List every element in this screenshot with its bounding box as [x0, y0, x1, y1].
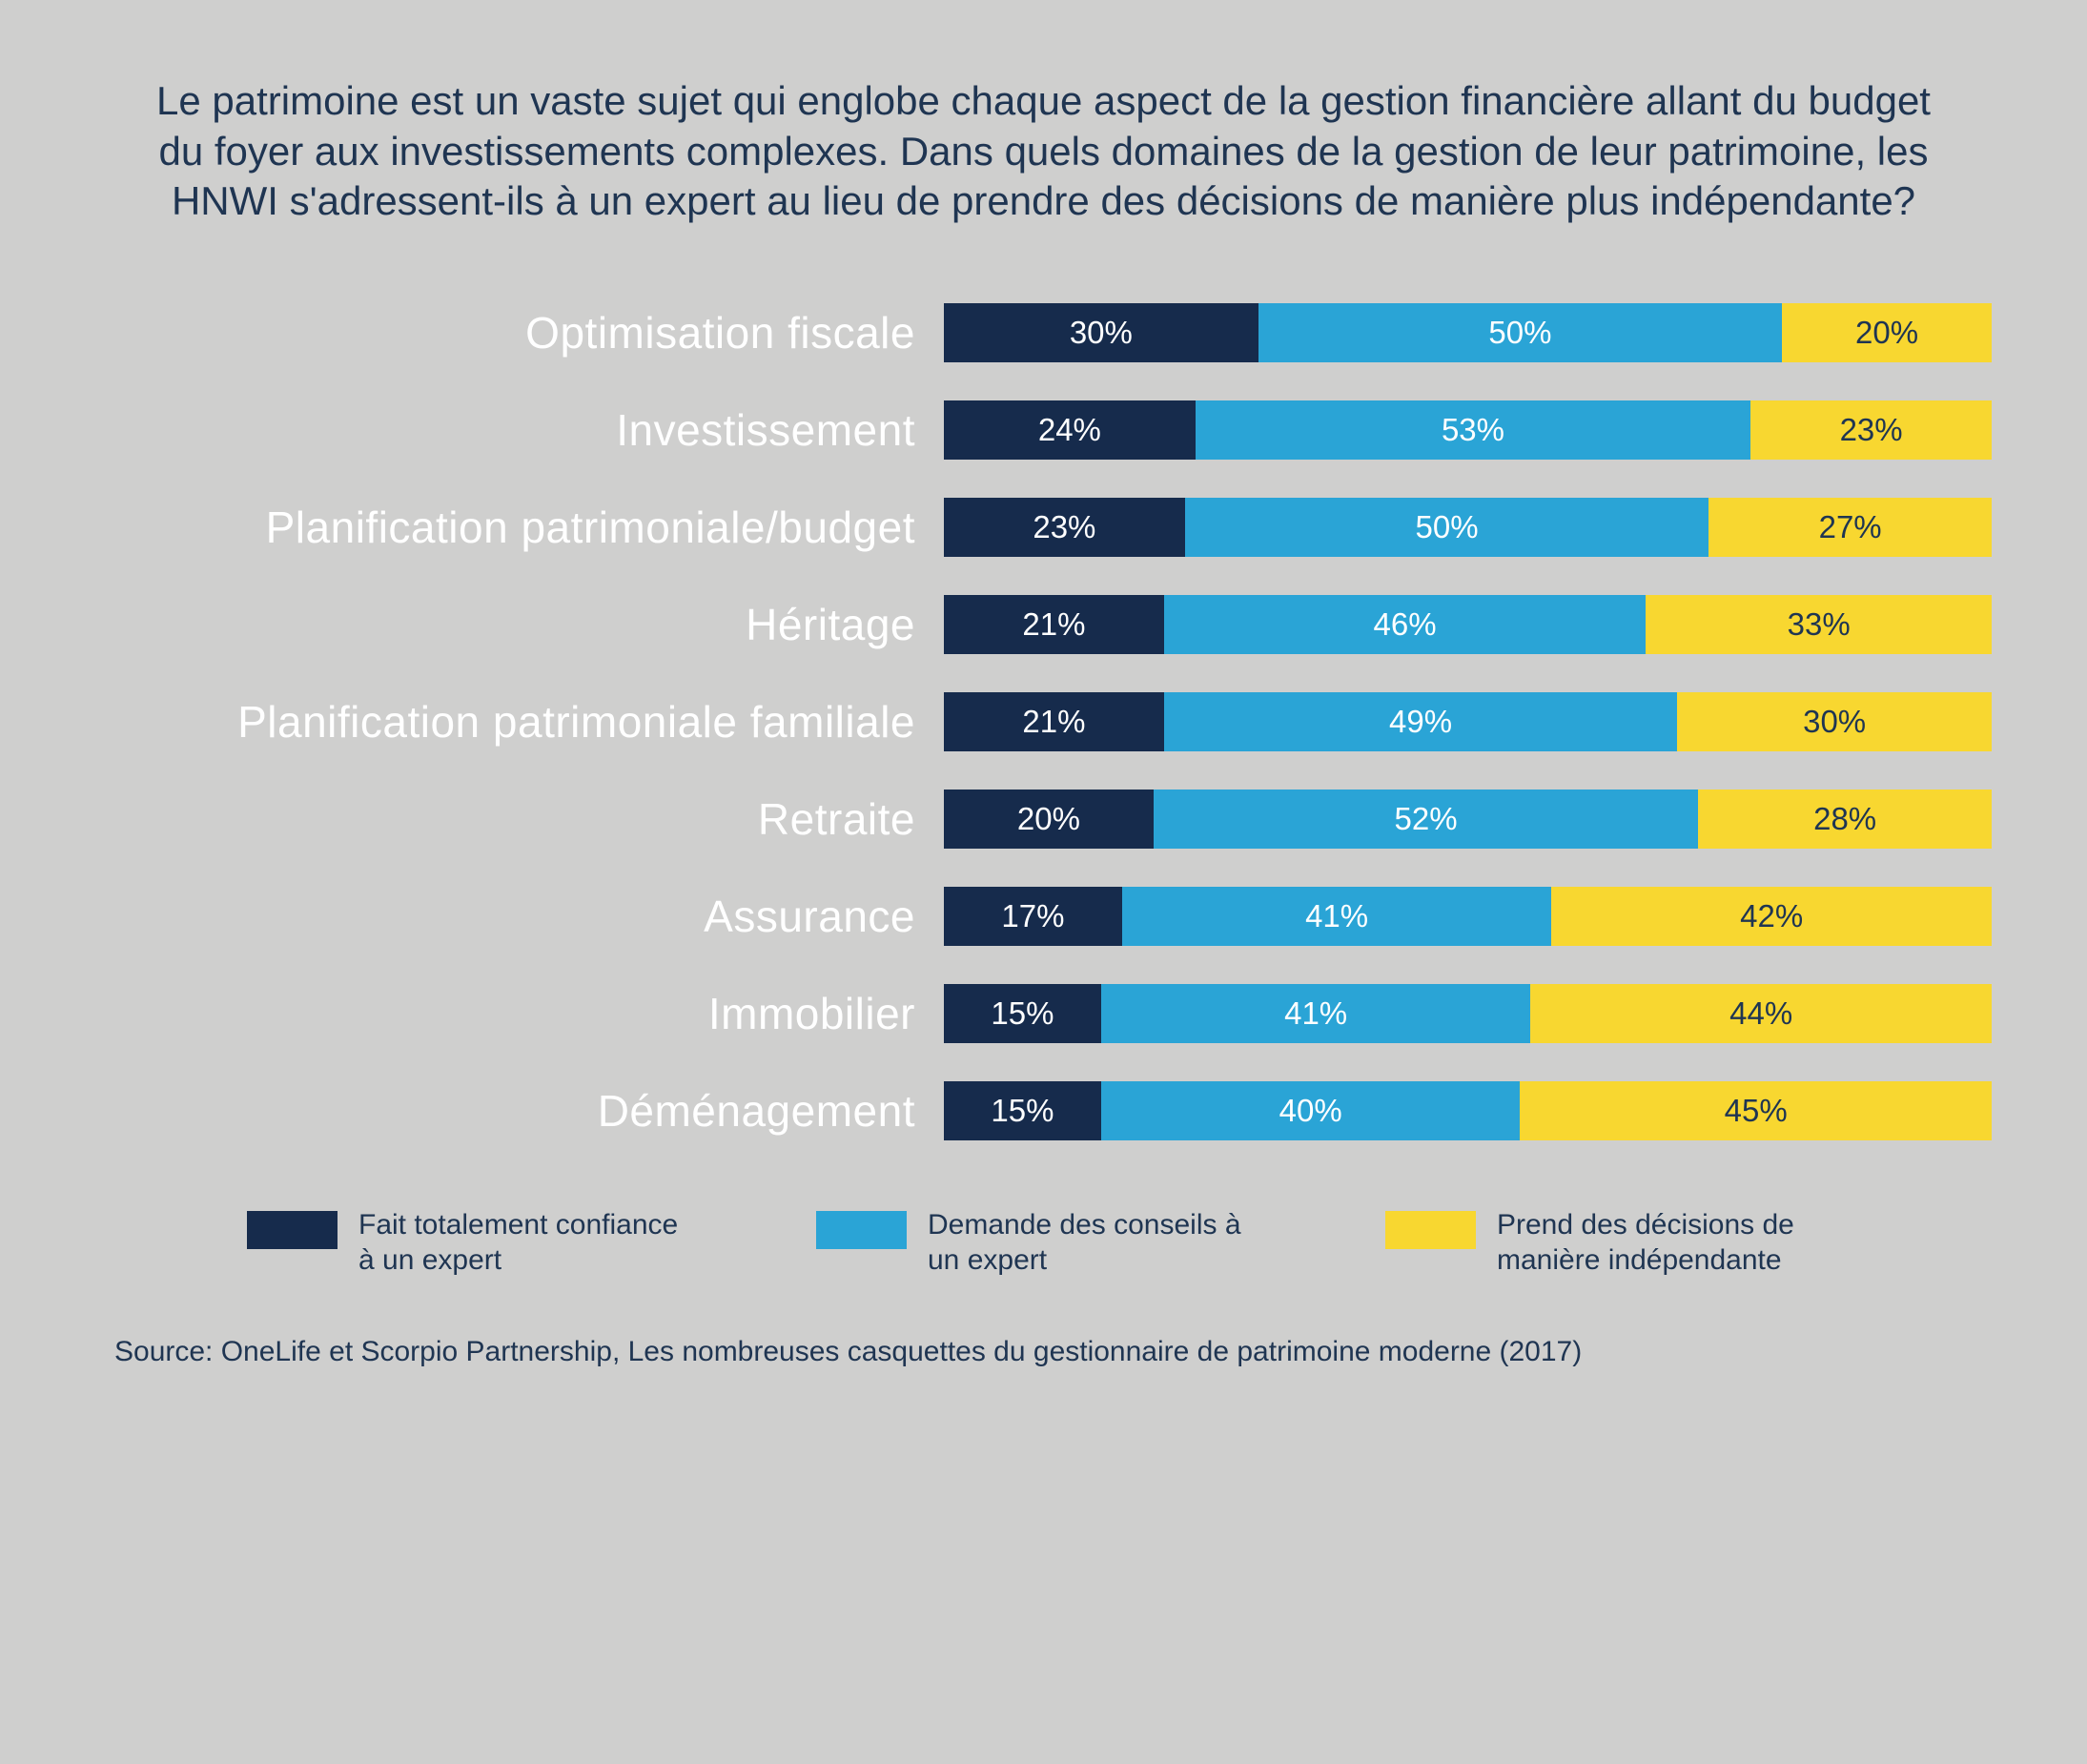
bar-value: 17% — [1001, 898, 1064, 934]
chart-row: Héritage 21% 46% 33% — [95, 595, 1992, 654]
bar-value: 50% — [1488, 315, 1551, 351]
chart-row: Retraite 20% 52% 28% — [95, 790, 1992, 849]
bar-segment-c: 28% — [1698, 790, 1992, 849]
bar-value: 27% — [1819, 509, 1882, 545]
chart-title: Le patrimoine est un vaste sujet qui eng… — [95, 76, 1992, 227]
bar-segment-a: 24% — [944, 400, 1196, 460]
bar-segment-c: 20% — [1782, 303, 1992, 362]
bar-value: 21% — [1022, 704, 1085, 740]
bar-value: 30% — [1070, 315, 1133, 351]
chart-row: Immobilier 15% 41% 44% — [95, 984, 1992, 1043]
bar-value: 30% — [1803, 704, 1866, 740]
bar-value: 46% — [1374, 606, 1437, 643]
bar-segment-a: 15% — [944, 984, 1101, 1043]
bar-value: 40% — [1279, 1093, 1342, 1129]
bar-segment-a: 23% — [944, 498, 1185, 557]
bar-value: 49% — [1389, 704, 1452, 740]
legend-item-c: Prend des décisions de manière indépenda… — [1385, 1207, 1840, 1279]
bar-value: 20% — [1017, 801, 1080, 837]
chart-row: Optimisation fiscale 30% 50% 20% — [95, 303, 1992, 362]
bar-segment-c: 23% — [1750, 400, 1992, 460]
row-label: Planification patrimoniale familiale — [95, 696, 944, 748]
row-label: Héritage — [95, 599, 944, 650]
row-label: Investissement — [95, 404, 944, 456]
chart-source: Source: OneLife et Scorpio Partnership, … — [95, 1336, 1992, 1368]
bar-value: 15% — [991, 1093, 1054, 1129]
bar-segment-c: 33% — [1646, 595, 1992, 654]
bar-value: 21% — [1022, 606, 1085, 643]
bar-value: 33% — [1788, 606, 1851, 643]
bar-segment-c: 27% — [1708, 498, 1992, 557]
stacked-bar: 15% 40% 45% — [944, 1081, 1992, 1140]
bar-value: 45% — [1725, 1093, 1788, 1129]
bar-value: 42% — [1740, 898, 1803, 934]
bar-value: 28% — [1813, 801, 1876, 837]
bar-value: 53% — [1442, 412, 1504, 448]
bar-segment-a: 17% — [944, 887, 1122, 946]
stacked-bar: 17% 41% 42% — [944, 887, 1992, 946]
bar-segment-c: 44% — [1530, 984, 1992, 1043]
chart-row: Assurance 17% 41% 42% — [95, 887, 1992, 946]
bar-segment-b: 46% — [1164, 595, 1647, 654]
legend-label-a: Fait totalement confiance à un expert — [358, 1207, 702, 1279]
stacked-bar: 21% 49% 30% — [944, 692, 1992, 751]
stacked-bar: 21% 46% 33% — [944, 595, 1992, 654]
bar-segment-b: 50% — [1258, 303, 1783, 362]
stacked-bar: 30% 50% 20% — [944, 303, 1992, 362]
bar-value: 41% — [1284, 995, 1347, 1032]
bar-value: 20% — [1855, 315, 1918, 351]
row-label: Assurance — [95, 891, 944, 942]
bar-value: 44% — [1729, 995, 1792, 1032]
bar-value: 50% — [1415, 509, 1478, 545]
bar-segment-a: 30% — [944, 303, 1258, 362]
legend-label-c: Prend des décisions de manière indépenda… — [1497, 1207, 1840, 1279]
legend-item-b: Demande des conseils à un expert — [816, 1207, 1271, 1279]
bar-segment-b: 40% — [1101, 1081, 1521, 1140]
bar-segment-a: 21% — [944, 595, 1164, 654]
legend-item-a: Fait totalement confiance à un expert — [247, 1207, 702, 1279]
bar-value: 15% — [991, 995, 1054, 1032]
bar-segment-c: 45% — [1520, 1081, 1992, 1140]
bar-segment-b: 49% — [1164, 692, 1678, 751]
row-label: Planification patrimoniale/budget — [95, 502, 944, 553]
legend-swatch-c — [1385, 1211, 1476, 1249]
bar-value: 41% — [1305, 898, 1368, 934]
stacked-bar: 24% 53% 23% — [944, 400, 1992, 460]
legend-swatch-a — [247, 1211, 338, 1249]
row-label: Déménagement — [95, 1085, 944, 1137]
row-label: Immobilier — [95, 988, 944, 1039]
bar-value: 23% — [1840, 412, 1903, 448]
chart-row: Déménagement 15% 40% 45% — [95, 1081, 1992, 1140]
bar-segment-a: 15% — [944, 1081, 1101, 1140]
chart-row: Planification patrimoniale familiale 21% 4… — [95, 692, 1992, 751]
bar-value: 23% — [1033, 509, 1095, 545]
chart-legend: Fait totalement confiance à un expert De… — [95, 1207, 1992, 1279]
bar-segment-b: 52% — [1154, 790, 1698, 849]
bar-segment-b: 41% — [1122, 887, 1552, 946]
bar-value: 24% — [1038, 412, 1101, 448]
bar-segment-b: 50% — [1185, 498, 1709, 557]
legend-swatch-b — [816, 1211, 907, 1249]
bar-value: 52% — [1395, 801, 1458, 837]
bar-segment-b: 41% — [1101, 984, 1531, 1043]
chart-row: Investissement 24% 53% 23% — [95, 400, 1992, 460]
bar-segment-b: 53% — [1196, 400, 1750, 460]
stacked-bar: 23% 50% 27% — [944, 498, 1992, 557]
stacked-bar: 15% 41% 44% — [944, 984, 1992, 1043]
bar-segment-c: 30% — [1677, 692, 1992, 751]
legend-label-b: Demande des conseils à un expert — [928, 1207, 1271, 1279]
chart-row: Planification patrimoniale/budget23%50%2… — [95, 498, 1992, 557]
stacked-bar: 20% 52% 28% — [944, 790, 1992, 849]
bar-segment-c: 42% — [1551, 887, 1992, 946]
row-label: Retraite — [95, 793, 944, 845]
bar-segment-a: 21% — [944, 692, 1164, 751]
row-label: Optimisation fiscale — [95, 307, 944, 359]
bar-segment-a: 20% — [944, 790, 1154, 849]
stacked-bar-chart: Optimisation fiscale 30% 50% 20% Investissem… — [95, 303, 1992, 1140]
